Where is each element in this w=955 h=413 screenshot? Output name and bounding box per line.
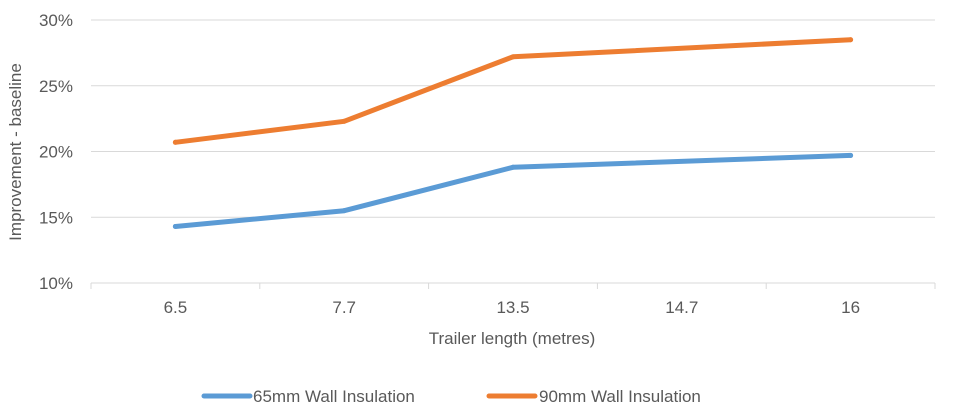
x-tick-label: 14.7	[665, 298, 698, 317]
y-tick-label: 15%	[39, 208, 73, 227]
x-axis: 6.5 7.7 13.5 14.7 16	[90, 282, 936, 317]
x-tick-label: 13.5	[496, 298, 529, 317]
y-tick-label: 20%	[39, 143, 73, 162]
data-point	[341, 208, 347, 214]
y-tick-label: 10%	[39, 274, 73, 293]
data-point	[172, 139, 178, 145]
series-lines	[172, 37, 854, 229]
series-line-2	[172, 37, 854, 145]
y-tick-label: 25%	[39, 77, 73, 96]
x-tick-label: 16	[841, 298, 860, 317]
data-point	[510, 54, 516, 60]
data-point	[172, 223, 178, 229]
series-line-1	[172, 152, 854, 229]
data-point	[510, 164, 516, 170]
legend-label: 90mm Wall Insulation	[539, 387, 701, 406]
data-point	[848, 37, 854, 43]
x-axis-title: Trailer length (metres)	[429, 329, 596, 348]
gridlines	[91, 19, 935, 218]
data-point	[341, 118, 347, 124]
y-tick-label: 30%	[39, 11, 73, 30]
legend-label: 65mm Wall Insulation	[253, 387, 415, 406]
legend: 65mm Wall Insulation 90mm Wall Insulation	[201, 387, 701, 406]
x-tick-label: 6.5	[164, 298, 188, 317]
y-axis-ticks: 10% 15% 20% 25% 30%	[39, 11, 73, 293]
x-tick-label: 7.7	[332, 298, 356, 317]
data-point	[848, 152, 854, 158]
y-axis-title: Improvement - baseline	[6, 63, 25, 241]
